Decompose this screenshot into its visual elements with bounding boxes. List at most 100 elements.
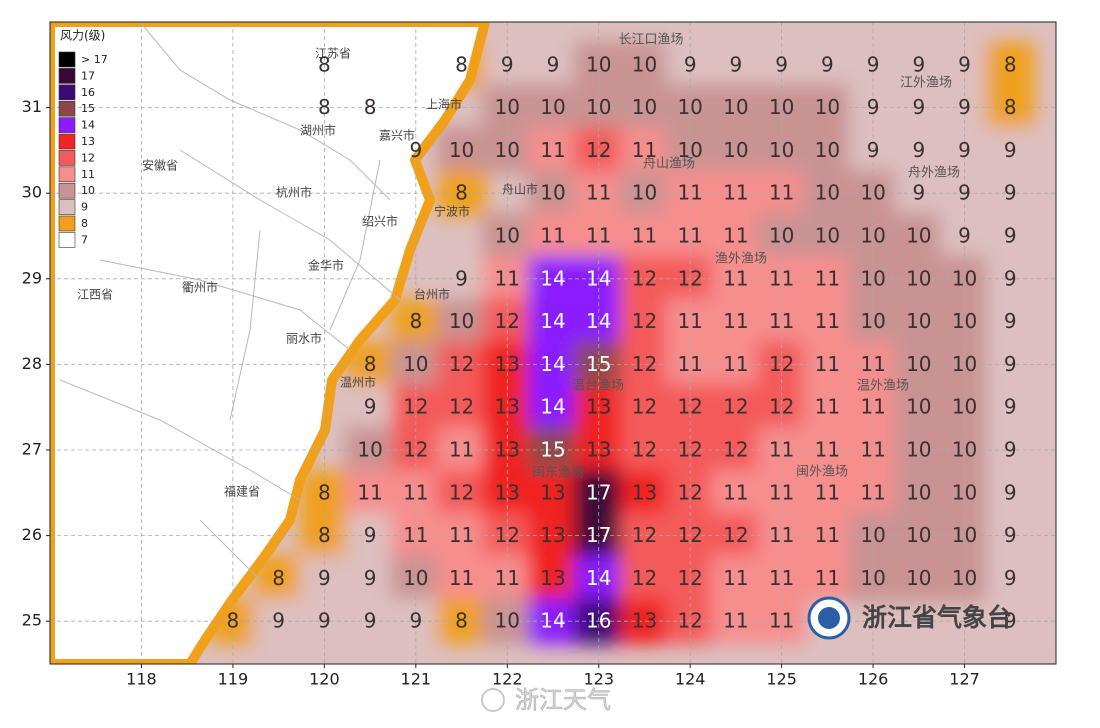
wind-value: 10: [860, 181, 885, 205]
wind-value: 12: [677, 395, 702, 419]
wind-value: 10: [952, 309, 977, 333]
wind-value: 10: [860, 309, 885, 333]
wind-value: 13: [495, 438, 520, 462]
wind-value: 9: [1004, 352, 1017, 376]
wind-cell: [985, 384, 1035, 431]
wind-cell: [985, 212, 1035, 260]
wind-value: 14: [540, 395, 565, 419]
wind-value: 8: [1004, 95, 1017, 119]
wind-value: 13: [586, 438, 611, 462]
wind-value: 10: [906, 352, 931, 376]
wind-cell: [802, 384, 853, 431]
wind-value: 11: [723, 309, 748, 333]
wind-value: 10: [495, 138, 520, 162]
wind-value: 8: [1004, 52, 1017, 76]
wind-value: 10: [540, 95, 565, 119]
wind-cell: [894, 41, 944, 88]
wind-value: 11: [540, 224, 565, 248]
wind-value: 14: [586, 266, 611, 290]
legend-swatch: [58, 199, 76, 215]
legend-label: > 17: [81, 53, 108, 66]
wind-value: 14: [586, 566, 611, 590]
wind-value: 13: [495, 352, 520, 376]
wind-value: 12: [632, 352, 657, 376]
wind-value: 10: [586, 95, 611, 119]
wind-value: 12: [677, 266, 702, 290]
wind-value: 9: [958, 52, 971, 76]
wind-value: 10: [677, 138, 702, 162]
legend-label: 8: [81, 217, 88, 230]
wind-value: 9: [912, 181, 925, 205]
wind-value: 10: [815, 138, 840, 162]
wind-cell: [711, 298, 761, 345]
watermark-icon: [481, 688, 505, 712]
wind-value: 9: [364, 395, 377, 419]
wind-value: 9: [684, 52, 697, 76]
wind-value: 9: [364, 609, 377, 633]
wind-value: 11: [403, 480, 428, 504]
wind-value: 9: [775, 52, 788, 76]
wind-value: 10: [952, 480, 977, 504]
wind-value: 12: [723, 523, 748, 547]
legend: 风力(级) > 17 17 16 15 14 13 12 11 10 9 8 7: [58, 29, 108, 248]
x-tick-label: 121: [401, 670, 432, 689]
y-tick-label: 25: [22, 611, 42, 630]
wind-value: 12: [632, 266, 657, 290]
wind-value: 12: [632, 438, 657, 462]
wind-value: 12: [449, 395, 474, 419]
wind-cell: [436, 384, 487, 431]
watermark: 浙江天气: [481, 686, 611, 714]
wind-value: 12: [677, 566, 702, 590]
wind-value: 10: [906, 309, 931, 333]
wind-cell: [528, 555, 578, 602]
wind-value: 9: [272, 609, 285, 633]
wind-value: 13: [540, 566, 565, 590]
wind-value: 8: [455, 609, 468, 633]
x-tick-label: 126: [858, 670, 889, 689]
legend-label: 11: [81, 168, 95, 181]
wind-value: 10: [906, 224, 931, 248]
wind-value: 13: [495, 480, 520, 504]
wind-value: 10: [952, 566, 977, 590]
wind-value: 12: [586, 138, 611, 162]
legend-swatch: [58, 117, 76, 133]
legend-swatch: [58, 182, 76, 199]
place-label: 台州市: [414, 287, 450, 302]
wind-value: 11: [677, 352, 702, 376]
wind-value: 12: [723, 438, 748, 462]
legend-label: 13: [81, 135, 95, 148]
wind-value: 11: [723, 566, 748, 590]
legend-label: 10: [81, 184, 95, 197]
wind-value: 9: [958, 224, 971, 248]
wind-value: 13: [632, 480, 657, 504]
wind-value: 11: [357, 480, 382, 504]
place-label: 温州市: [340, 375, 376, 390]
wind-value: 11: [586, 224, 611, 248]
wind-value: 15: [540, 438, 565, 462]
place-label: 丽水市: [286, 331, 322, 346]
legend-label: 12: [81, 151, 95, 164]
place-label: 湖州市: [300, 123, 336, 138]
wind-cell: [894, 127, 944, 174]
wind-value: 11: [449, 438, 474, 462]
wind-value: 11: [677, 181, 702, 205]
wind-value: 17: [586, 523, 611, 547]
wind-value: 10: [449, 138, 474, 162]
wind-value: 8: [364, 95, 377, 119]
wind-value: 9: [1004, 523, 1017, 547]
wind-value: 9: [318, 566, 331, 590]
wind-cell: [436, 555, 487, 602]
wind-value: 11: [769, 309, 794, 333]
wind-value: 11: [495, 566, 520, 590]
place-label: 安徽省: [142, 158, 178, 173]
wind-value: 9: [409, 609, 422, 633]
wind-cell: [802, 469, 853, 516]
wind-value: 11: [495, 266, 520, 290]
wind-value: 14: [586, 309, 611, 333]
wind-value: 10: [906, 266, 931, 290]
x-tick-label: 125: [766, 670, 797, 689]
fishing-ground-label: 温台渔场: [572, 379, 624, 394]
wind-value: 10: [906, 523, 931, 547]
wind-value: 9: [958, 181, 971, 205]
